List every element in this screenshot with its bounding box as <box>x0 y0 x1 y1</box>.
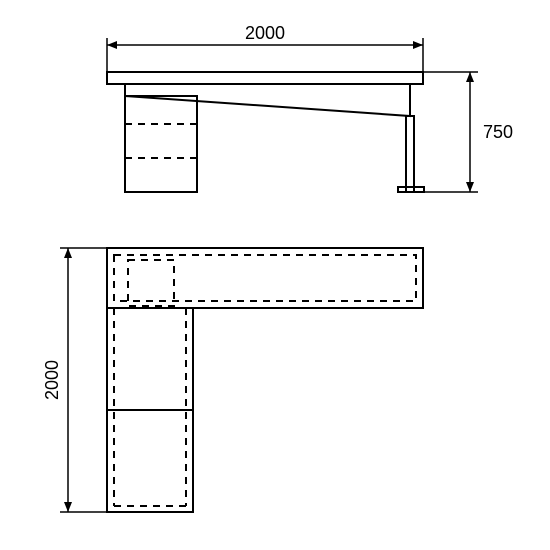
dim-plan-height: 2000 <box>42 360 62 400</box>
technical-drawing: 2000 750 2000 <box>0 0 550 550</box>
dim-top-width: 2000 <box>245 23 285 43</box>
dim-side-height: 750 <box>483 122 513 142</box>
